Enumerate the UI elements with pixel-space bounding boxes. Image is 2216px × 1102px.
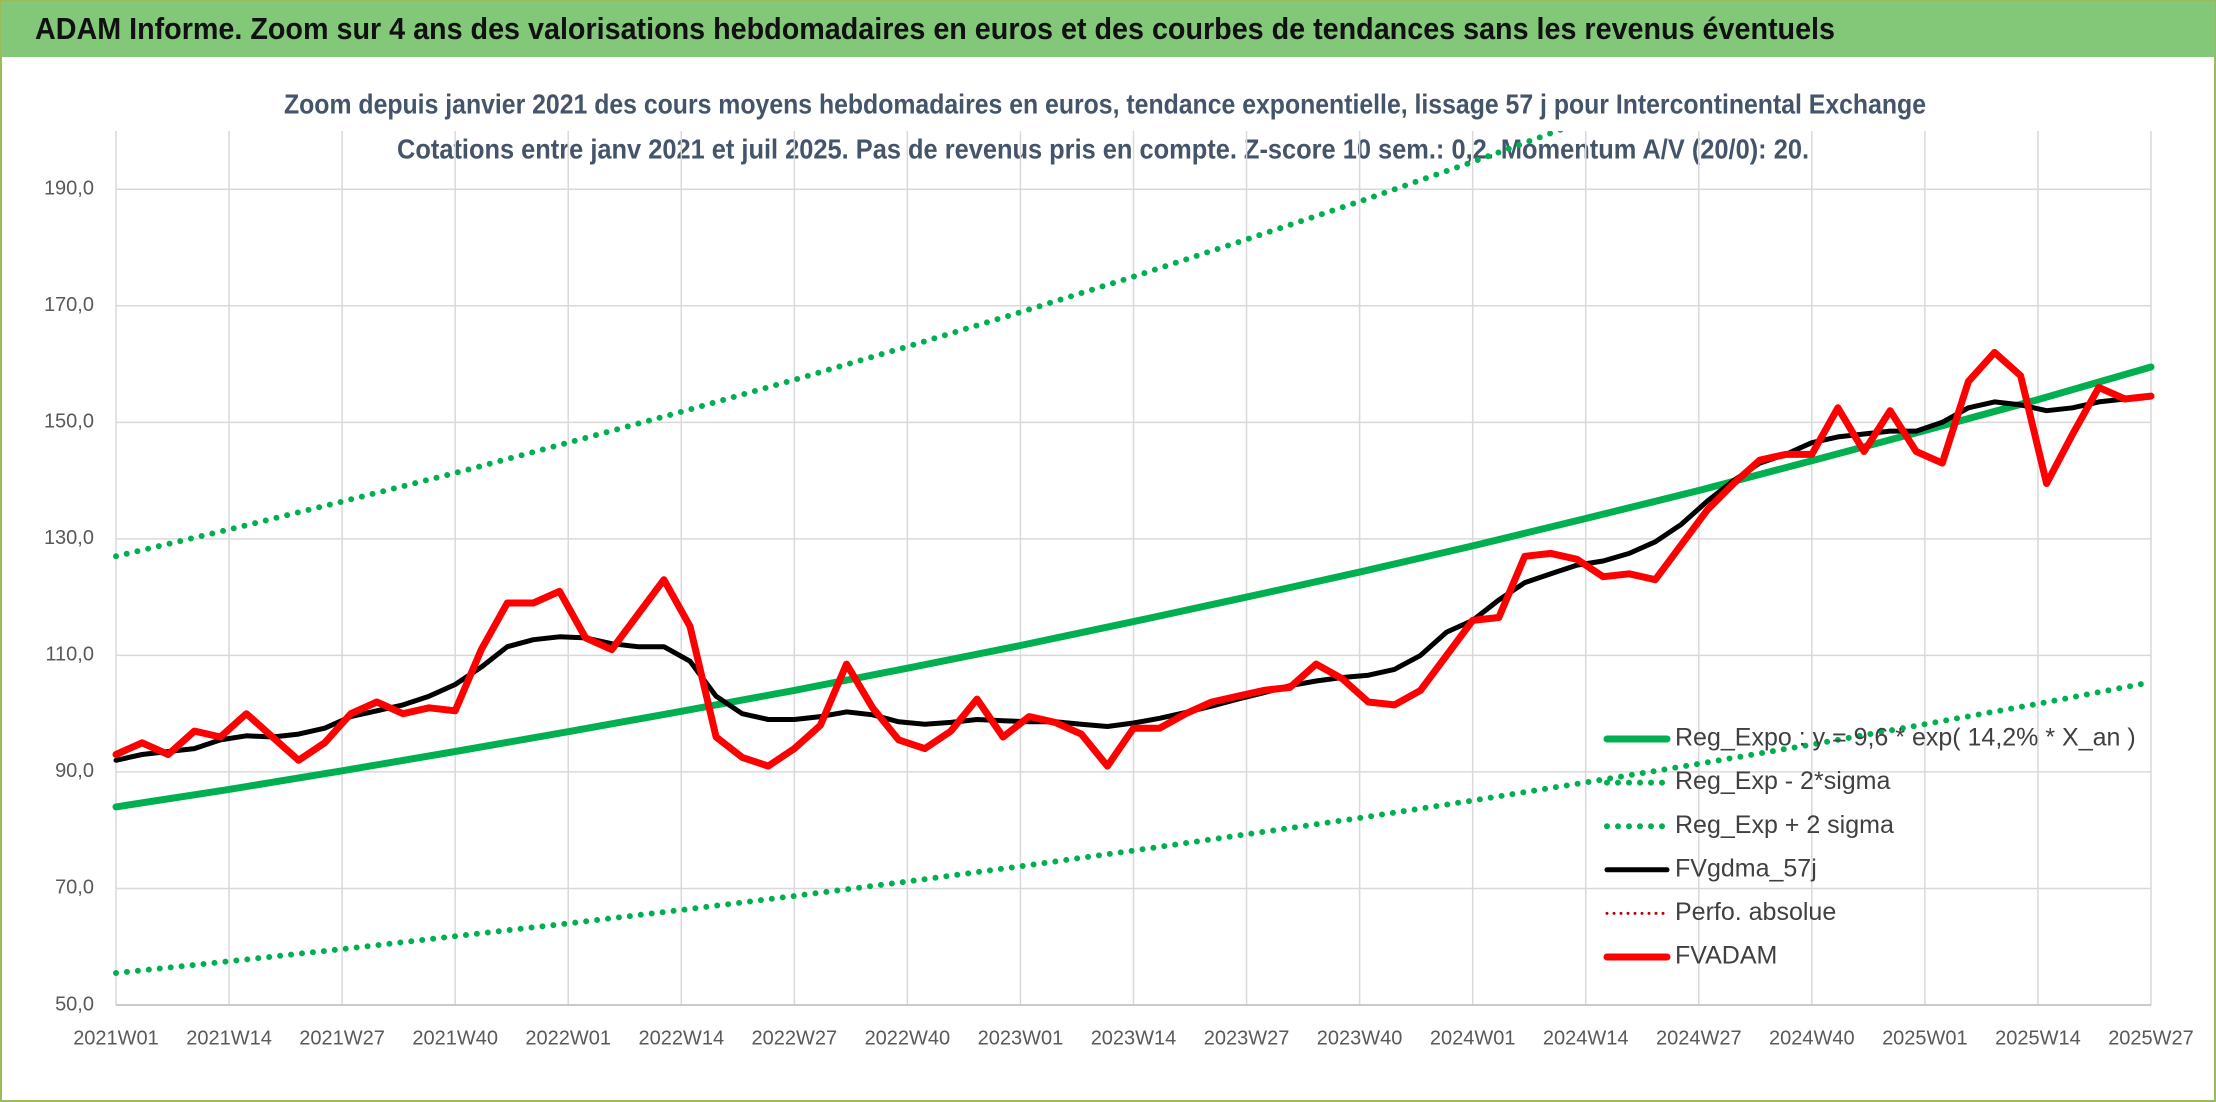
x-tick-label: 2022W27 (752, 1027, 838, 1049)
series-line (113, 131, 1566, 560)
x-tick-label: 2024W14 (1543, 1027, 1629, 1049)
x-tick-label: 2022W40 (865, 1027, 951, 1049)
plot-area (112, 131, 2155, 976)
x-tick-label: 2022W01 (525, 1027, 611, 1049)
legend-label: Reg_Expo : y = 9,6 * exp( 14,2% * X_an ) (1675, 724, 2136, 752)
x-tick-label: 2023W01 (978, 1027, 1064, 1049)
y-tick-label: 170,0 (44, 294, 94, 316)
series-line (113, 393, 2154, 763)
x-tick-label: 2022W14 (638, 1027, 724, 1049)
y-tick-label: 90,0 (55, 760, 94, 782)
y-tick-label: 130,0 (44, 527, 94, 549)
y-tick-label: 110,0 (45, 644, 94, 666)
x-tick-label: 2021W27 (299, 1027, 385, 1049)
series-line (113, 679, 2154, 976)
legend-label: FVgdma_57j (1675, 854, 1817, 882)
x-tick-label: 2023W14 (1091, 1027, 1177, 1049)
x-tick-label: 2021W40 (412, 1027, 498, 1049)
x-tick-label: 2023W40 (1317, 1027, 1403, 1049)
x-tick-label: 2023W27 (1204, 1027, 1290, 1049)
legend-label: FVADAM (1675, 942, 1777, 970)
x-tick-label: 2025W27 (2108, 1027, 2194, 1049)
y-tick-label: 70,0 (55, 877, 94, 899)
x-tick-label: 2024W40 (1769, 1027, 1855, 1049)
legend-label: Perfo. absolue (1675, 898, 1836, 926)
y-tick-label: 50,0 (55, 993, 94, 1015)
x-tick-label: 2024W01 (1430, 1027, 1516, 1049)
y-tick-label: 150,0 (44, 411, 94, 433)
header-bar (1, 1, 2215, 57)
x-tick-label: 2021W14 (186, 1027, 272, 1049)
chart-title: Zoom depuis janvier 2021 des cours moyen… (284, 88, 1926, 119)
series-line (112, 348, 2155, 770)
legend-label: Reg_Exp + 2 sigma (1675, 811, 1894, 839)
x-tick-label: 2025W14 (1995, 1027, 2081, 1049)
header-title: ADAM Informe. Zoom sur 4 ans des valoris… (35, 11, 1835, 46)
x-tick-label: 2021W01 (73, 1027, 159, 1049)
legend-label: Reg_Exp - 2*sigma (1675, 767, 1890, 795)
y-tick-label: 190,0 (44, 178, 94, 200)
x-tick-label: 2025W01 (1882, 1027, 1968, 1049)
series-line (112, 363, 2155, 811)
x-tick-label: 2024W27 (1656, 1027, 1742, 1049)
chart-subtitle: Cotations entre janv 2021 et juil 2025. … (397, 133, 1809, 164)
